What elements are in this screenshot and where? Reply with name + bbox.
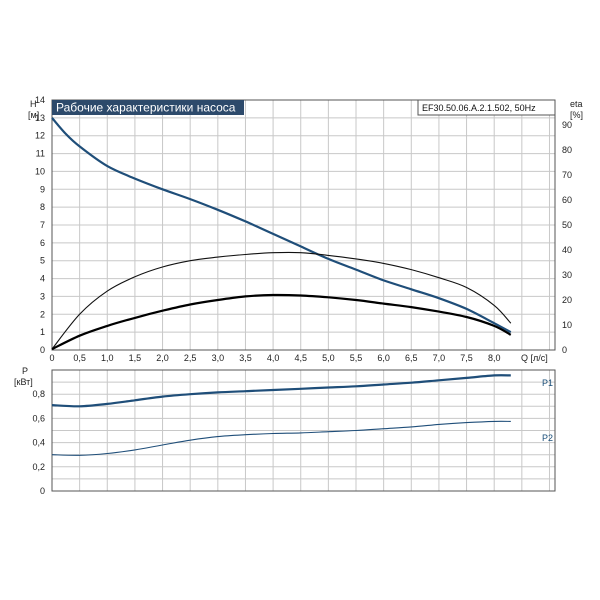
y-axis-title-right-unit: [%] xyxy=(570,110,583,120)
y-left-tick-label: 5 xyxy=(40,256,45,266)
series-label-p1: P1 xyxy=(542,378,553,388)
power-axis-title-symbol: P xyxy=(22,366,28,376)
x-tick-label: 0 xyxy=(49,353,54,363)
x-tick-label: 5,0 xyxy=(322,353,335,363)
x-tick-label: 2,5 xyxy=(184,353,197,363)
y-right-tick-label: 90 xyxy=(562,120,572,130)
y-left-tick-label: 8 xyxy=(40,202,45,212)
y-right-tick-label: 40 xyxy=(562,245,572,255)
y-left-tick-label: 10 xyxy=(35,166,45,176)
top-panel-frame xyxy=(51,99,556,351)
x-tick-label: 8,0 xyxy=(488,353,501,363)
model-label: EF30.50.06.A.2.1.502, 50Hz xyxy=(422,103,536,113)
y-left-tick-label: 12 xyxy=(35,131,45,141)
y-right-tick-label: 70 xyxy=(562,170,572,180)
x-tick-label: 0,5 xyxy=(73,353,86,363)
y-left-tick-label: 2 xyxy=(40,309,45,319)
x-tick-label: 6,5 xyxy=(405,353,418,363)
x-tick-label: 4,0 xyxy=(267,353,280,363)
y-left-tick-label: 3 xyxy=(40,291,45,301)
chart-title-box xyxy=(52,100,244,115)
series-label-p2: P2 xyxy=(542,433,553,443)
y-left-tick-label: 4 xyxy=(40,274,45,284)
power-tick-label: 0,4 xyxy=(32,438,45,448)
y-right-tick-label: 80 xyxy=(562,145,572,155)
efficiency-curve xyxy=(51,251,512,350)
y-left-tick-label: 6 xyxy=(40,238,45,248)
head-curve xyxy=(51,117,512,334)
y-axis-title-left-unit: [м] xyxy=(28,110,39,120)
y-right-tick-label: 10 xyxy=(562,320,572,330)
y-right-tick-label: 50 xyxy=(562,220,572,230)
x-tick-label: 6,0 xyxy=(377,353,390,363)
bottom-panel-grid xyxy=(51,369,555,492)
bottom-panel-frame xyxy=(51,369,556,492)
top-panel-tick-labels: 0 0,5 1,0 1,5 2,0 2,5 3,0 3,5 4,0 4,5 5,0 5,5 6,0 6,5… xyxy=(35,95,572,363)
y-left-tick-label: 11 xyxy=(36,149,45,159)
y-left-tick-label: 7 xyxy=(40,220,45,230)
power-tick-label: 0,2 xyxy=(32,462,45,472)
power-tick-label: 0,8 xyxy=(32,389,45,399)
x-tick-label: 3,0 xyxy=(212,353,225,363)
power-tick-label: 0 xyxy=(40,486,45,496)
chart-title: Рабочие характеристики насоса xyxy=(56,101,236,115)
y-axis-title-right-symbol: eta xyxy=(570,99,583,109)
power-curve-p1 xyxy=(51,374,511,408)
power-axis-title-unit: [кВт] xyxy=(14,377,33,387)
y-left-tick-label: 1 xyxy=(40,327,45,337)
y-right-tick-label: 0 xyxy=(562,345,567,355)
x-tick-label: 1,0 xyxy=(101,353,114,363)
power-tick-label: 0,6 xyxy=(32,413,45,423)
x-axis-title: Q [л/с] xyxy=(521,353,548,363)
x-tick-label: 5,5 xyxy=(350,353,363,363)
y-axis-title-left-symbol: H xyxy=(30,99,37,109)
x-tick-label: 7,5 xyxy=(460,353,473,363)
y-right-tick-label: 20 xyxy=(562,295,572,305)
y-right-tick-label: 60 xyxy=(562,195,572,205)
x-tick-label: 4,5 xyxy=(294,353,307,363)
bottom-panel-curves xyxy=(51,374,511,456)
top-panel-curves xyxy=(51,117,512,351)
x-tick-label: 2,0 xyxy=(156,353,169,363)
x-tick-label: 3,5 xyxy=(239,353,252,363)
x-tick-label: 7,0 xyxy=(433,353,446,363)
y-right-tick-label: 30 xyxy=(562,270,572,280)
y-left-tick-label: 13 xyxy=(35,113,45,123)
top-panel-grid xyxy=(51,99,555,351)
y-left-tick-label: 0 xyxy=(40,345,45,355)
bottom-panel-tick-labels: 0 0,2 0,4 0,6 0,8 xyxy=(32,389,45,496)
power-curve-p2 xyxy=(51,420,511,456)
model-box xyxy=(417,99,556,116)
x-tick-label: 1,5 xyxy=(129,353,142,363)
y-left-tick-label: 9 xyxy=(40,184,45,194)
y-left-tick-label: 14 xyxy=(35,95,45,105)
secondary-curve xyxy=(51,293,512,351)
